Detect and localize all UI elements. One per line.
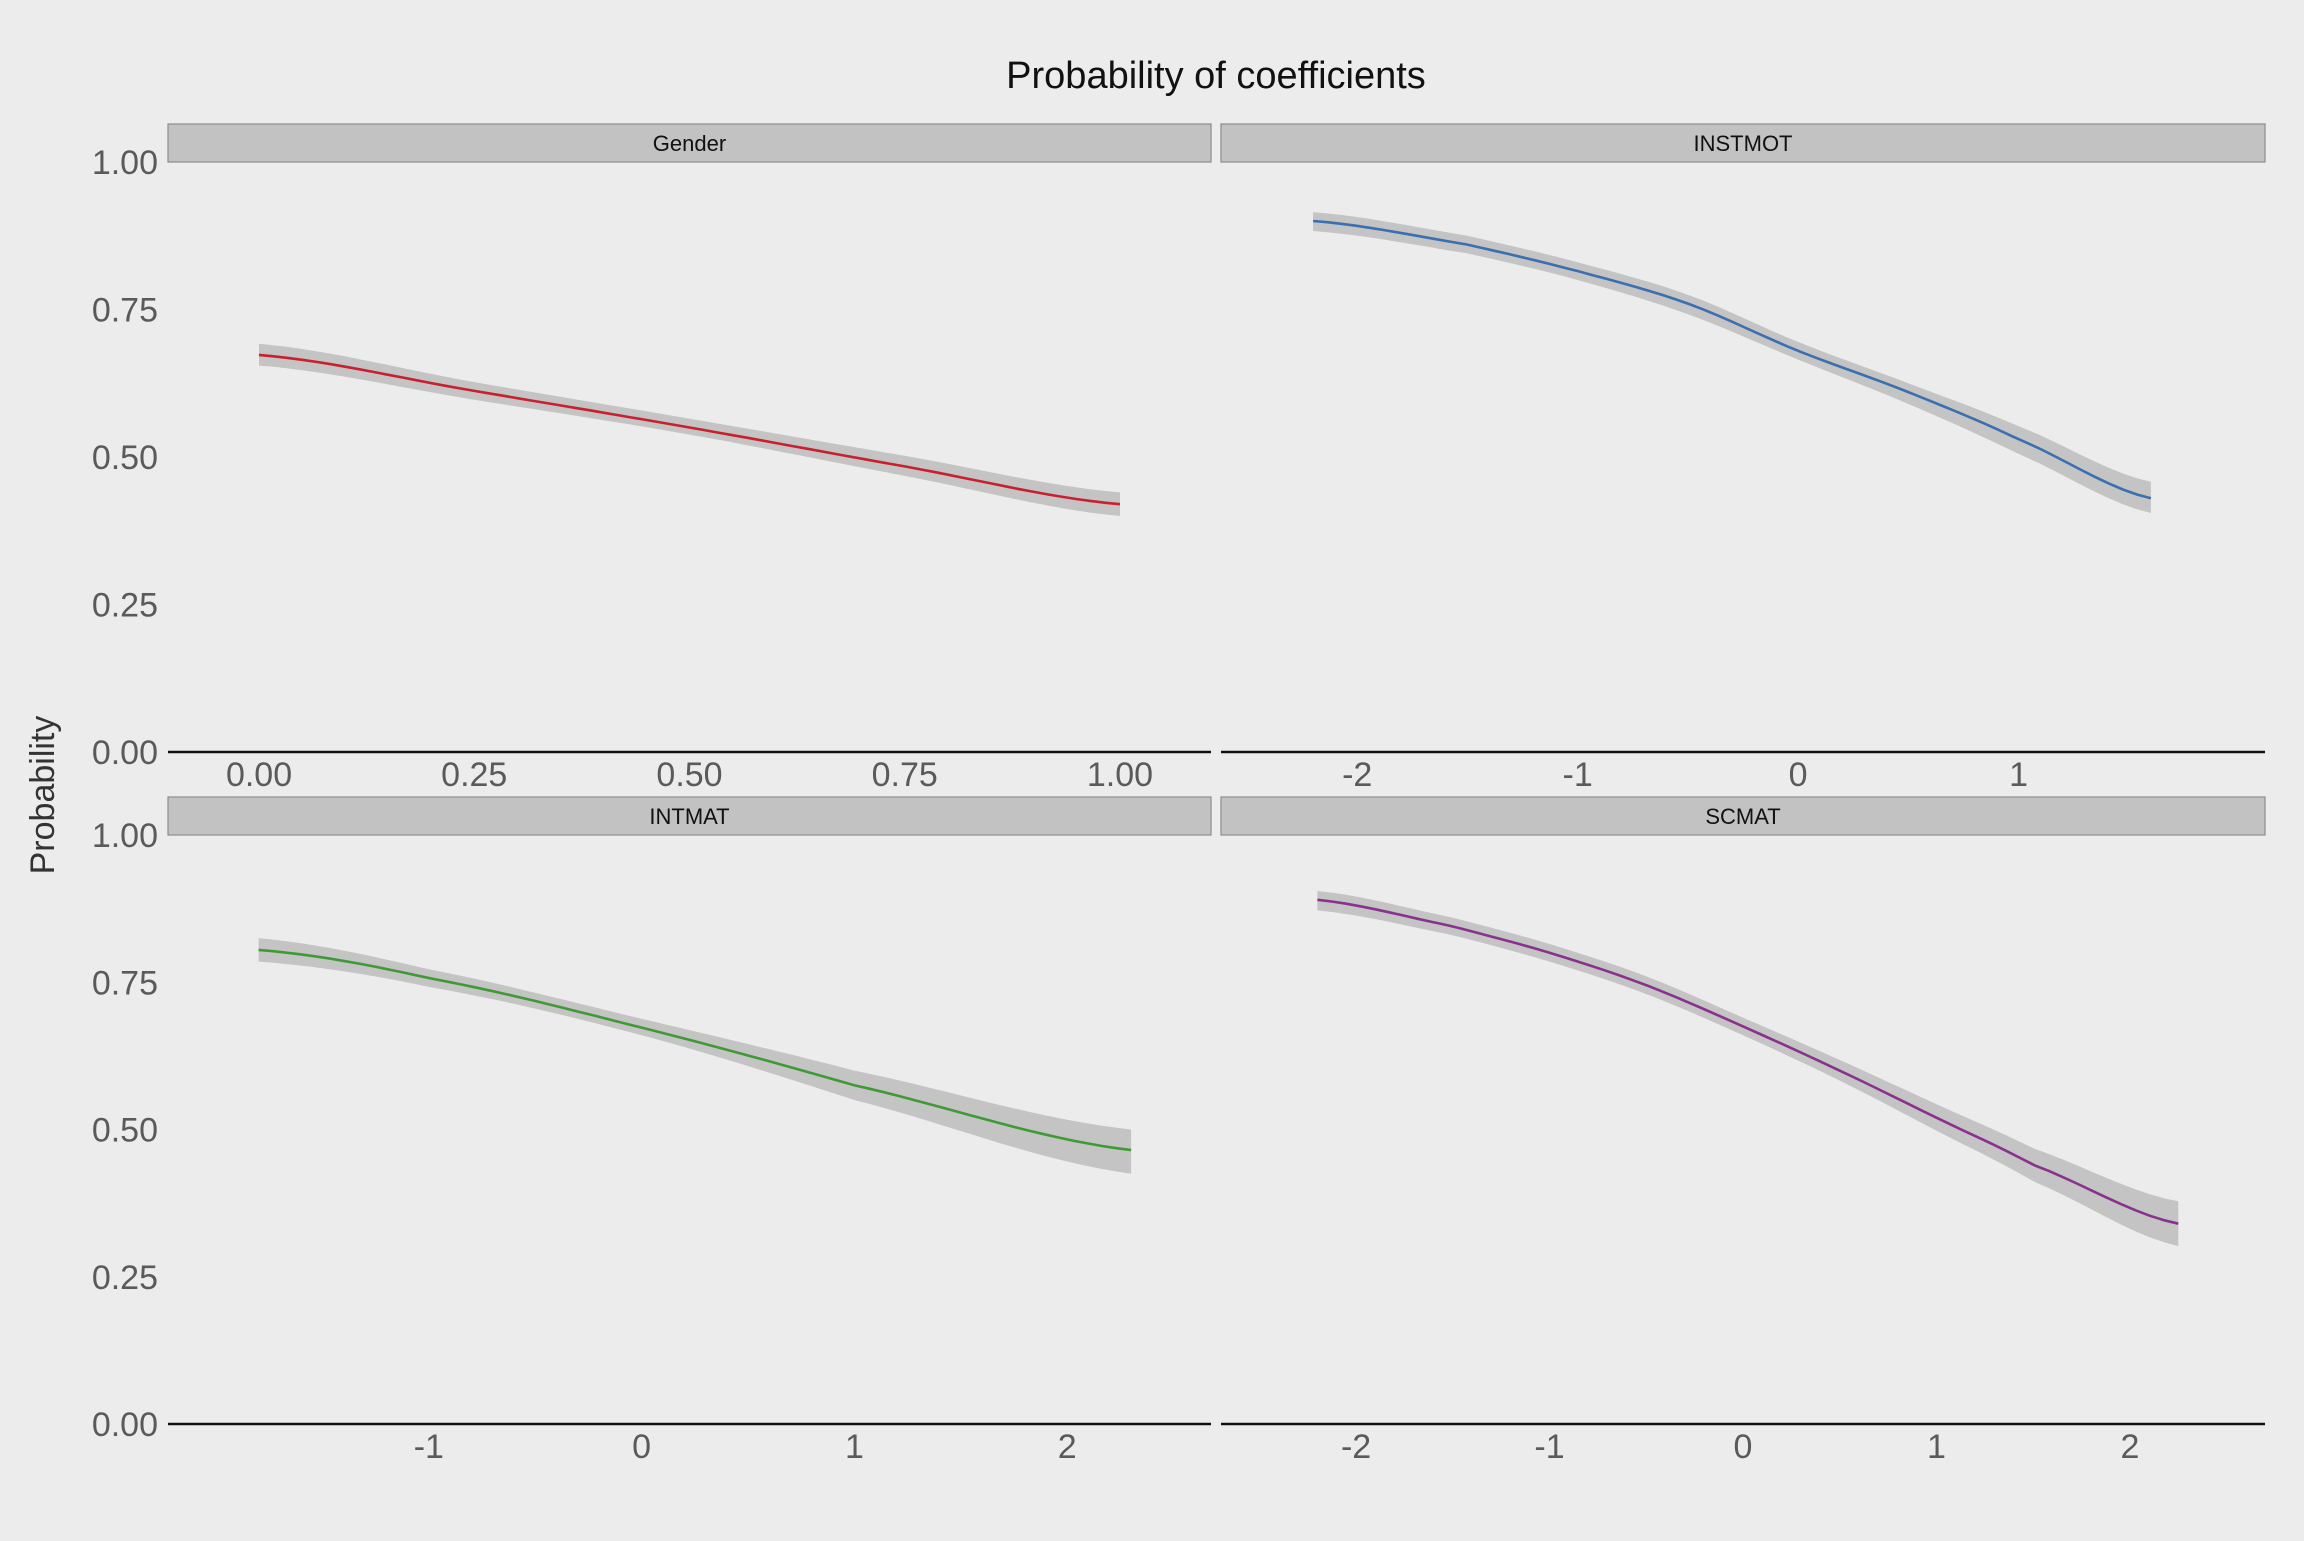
panel-strip — [167, 123, 1212, 163]
x-tick-label: 0.00 — [226, 756, 292, 794]
x-tick-label: -1 — [1563, 756, 1593, 794]
panel-strip-label: INSTMOT — [1694, 131, 1793, 156]
y-tick-label: 0.00 — [92, 734, 158, 772]
series-line — [1317, 898, 2179, 1225]
x-tick-label: 0.75 — [872, 756, 938, 794]
x-tick-label: 0.50 — [656, 756, 722, 794]
y-tick-label: 1.00 — [92, 817, 158, 855]
series-line — [258, 948, 1132, 1152]
x-tick-label: -1 — [414, 1428, 444, 1466]
confidence-band — [1313, 212, 2151, 513]
x-tick-label: 2 — [2120, 1428, 2139, 1466]
confidence-band — [1317, 891, 2179, 1247]
panel-strip — [1220, 796, 2266, 836]
y-axis-label: Probability — [24, 716, 62, 875]
panel-strip-label: INTMAT — [649, 804, 729, 829]
x-tick-label: 0 — [1789, 756, 1808, 794]
panel-strip — [1220, 123, 2266, 163]
panel-strip — [167, 796, 1212, 836]
panel-instmot: INSTMOT -2 -1 0 1 — [1220, 123, 2266, 794]
x-tick-label: 1.00 — [1087, 756, 1153, 794]
y-tick-label: 0.50 — [92, 439, 158, 477]
series-line — [1312, 219, 2152, 500]
panel-gender: Gender 0.00 0.25 0.50 0.75 1.00 0.00 0.25 0.50 0.… — [92, 123, 1212, 794]
chart-title: Probability of coefficients — [1006, 55, 1426, 97]
y-tick-label: 0.25 — [92, 1259, 158, 1297]
panel-strip-label: Gender — [653, 131, 726, 156]
panel-intmat: INTMAT -1 0 1 2 0.00 0.25 0.50 0.75 1.00 — [92, 796, 1212, 1466]
confidence-band — [259, 343, 1120, 516]
x-tick-label: -1 — [1534, 1428, 1564, 1466]
x-tick-label: 1 — [2009, 756, 2028, 794]
x-tick-label: 0.25 — [441, 756, 507, 794]
x-tick-label: -2 — [1342, 756, 1372, 794]
series-line — [258, 353, 1121, 506]
x-tick-label: 1 — [1927, 1428, 1946, 1466]
x-tick-label: 0 — [1734, 1428, 1753, 1466]
confidence-band — [258, 938, 1132, 1174]
y-tick-label: 1.00 — [92, 144, 158, 182]
panel-scmat: SCMAT -2 -1 0 1 2 — [1220, 796, 2266, 1466]
y-tick-label: 0.00 — [92, 1406, 158, 1444]
panels: Gender 0.00 0.25 0.50 0.75 1.00 0.00 0.25 0.50 0.… — [92, 123, 2266, 1466]
x-tick-label: 0 — [632, 1428, 651, 1466]
panel-strip-label: SCMAT — [1705, 804, 1780, 829]
y-tick-label: 0.25 — [92, 587, 158, 625]
y-tick-label: 0.75 — [92, 964, 158, 1002]
x-tick-label: 1 — [845, 1428, 864, 1466]
x-tick-label: -2 — [1341, 1428, 1371, 1466]
y-tick-label: 0.75 — [92, 292, 158, 330]
y-tick-label: 0.50 — [92, 1112, 158, 1150]
x-tick-label: 2 — [1058, 1428, 1077, 1466]
